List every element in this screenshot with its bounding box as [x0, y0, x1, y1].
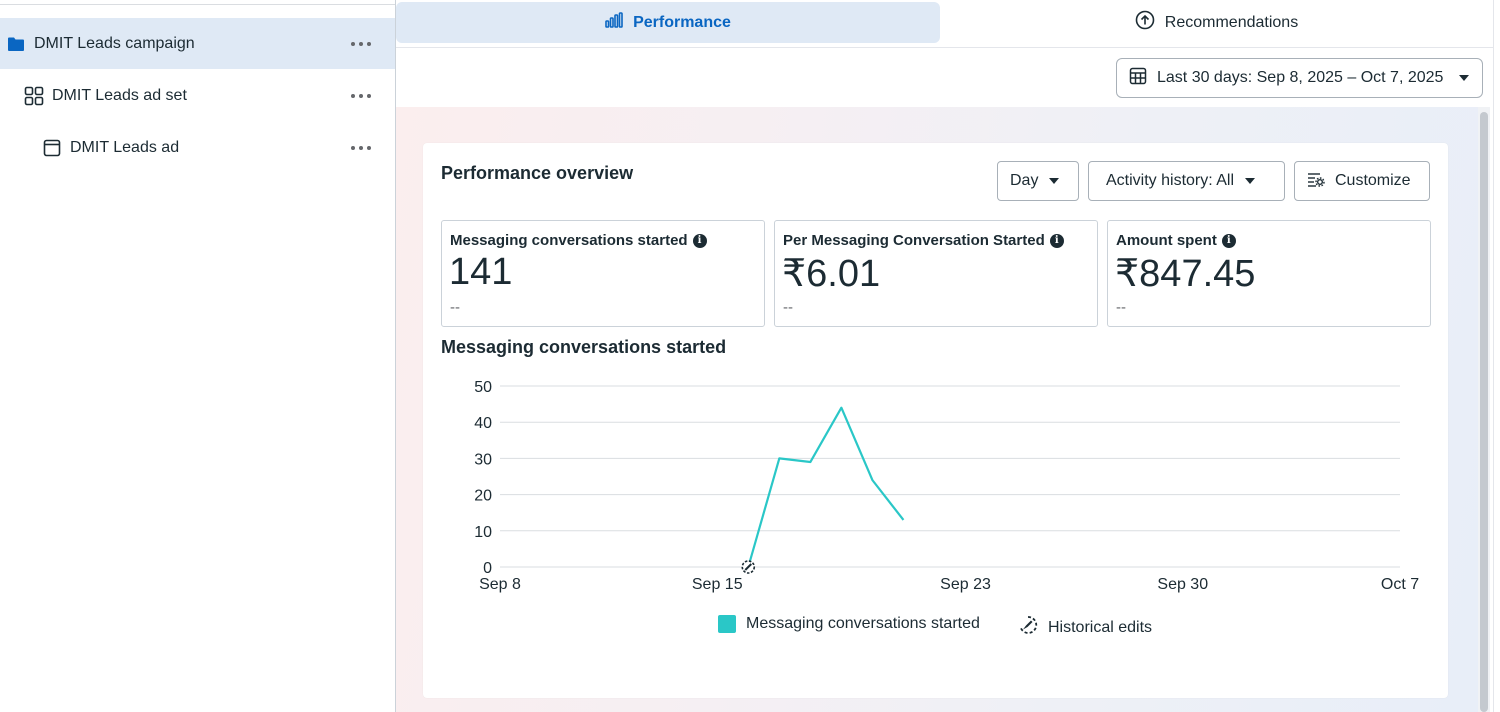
performance-overview-card: Performance overview Day Activity histor… — [423, 143, 1448, 698]
metric-value: ₹6.01 — [782, 253, 881, 295]
bar-chart-icon — [605, 12, 623, 33]
customize-button[interactable]: Customize — [1294, 161, 1430, 201]
tree-item-label: DMIT Leads ad — [70, 138, 180, 156]
arrow-up-circle-icon — [1135, 10, 1155, 35]
legend-label: Historical edits — [1048, 618, 1153, 636]
tree-item-label: DMIT Leads campaign — [34, 34, 195, 52]
metric-label: Amount spent — [1116, 232, 1217, 249]
x-tick-label: Oct 7 — [1381, 576, 1419, 593]
chart-legend: Messaging conversations started Historic… — [423, 615, 1448, 639]
tree-item-ad[interactable]: DMIT Leads ad — [0, 122, 395, 173]
y-tick-label: 0 — [483, 560, 492, 577]
customize-label: Customize — [1335, 172, 1411, 189]
tab-label: Recommendations — [1164, 13, 1299, 31]
activity-history-dropdown[interactable]: Activity history: All — [1088, 161, 1285, 201]
x-tick-label: Sep 30 — [1157, 576, 1208, 593]
y-tick-label: 30 — [474, 451, 492, 468]
tab-recommendations[interactable]: Recommendations — [940, 2, 1493, 43]
card-title: Performance overview — [441, 163, 634, 183]
metric-comparison: -- — [783, 299, 793, 316]
grid-icon — [24, 86, 44, 106]
series-line — [747, 406, 905, 568]
scrollbar-thumb[interactable] — [1480, 112, 1488, 712]
chevron-down-icon — [1244, 172, 1256, 190]
metric-card-conversations[interactable]: Messaging conversations started i 141 -- — [441, 220, 765, 327]
tree-item-label: DMIT Leads ad set — [52, 86, 187, 104]
metric-label-row: Messaging conversations started i — [450, 232, 707, 249]
metric-comparison: -- — [1116, 299, 1126, 316]
x-tick-label: Sep 8 — [479, 576, 521, 593]
folder-icon — [6, 34, 26, 54]
activity-label: Activity history: All — [1106, 172, 1235, 189]
x-tick-label: Sep 23 — [940, 576, 991, 593]
legend-label: Messaging conversations started — [746, 615, 980, 632]
ad-frame-icon — [42, 138, 62, 158]
tree-item-campaign[interactable]: DMIT Leads campaign — [0, 18, 395, 69]
info-icon[interactable]: i — [1049, 233, 1064, 248]
metric-label: Messaging conversations started — [450, 232, 688, 249]
customize-icon — [1307, 171, 1325, 192]
date-range-picker[interactable]: Last 30 days: Sep 8, 2025 – Oct 7, 2025 — [1116, 58, 1483, 98]
y-tick-label: 40 — [474, 415, 492, 432]
y-tick-label: 20 — [474, 488, 492, 505]
metric-label: Per Messaging Conversation Started — [783, 232, 1045, 249]
tree-item-ad-set[interactable]: DMIT Leads ad set — [0, 70, 395, 121]
historical-edit-pencil — [744, 563, 752, 571]
metric-card-cost-per-conversation[interactable]: Per Messaging Conversation Started i ₹6.0… — [774, 220, 1098, 327]
more-options-icon[interactable] — [351, 39, 371, 49]
info-icon[interactable]: i — [692, 233, 707, 248]
metric-comparison: -- — [450, 299, 460, 316]
more-options-icon[interactable] — [351, 91, 371, 101]
metric-label-row: Per Messaging Conversation Started i — [783, 232, 1064, 249]
date-range-label: Last 30 days: Sep 8, 2025 – Oct 7, 2025 — [1157, 69, 1444, 86]
more-options-icon[interactable] — [351, 143, 371, 153]
y-tick-label: 10 — [474, 524, 492, 541]
metric-value: 141 — [449, 251, 513, 293]
chevron-down-icon — [1048, 172, 1060, 190]
metric-value: ₹847.45 — [1115, 253, 1256, 295]
x-tick-label: Sep 15 — [692, 576, 743, 593]
tab-bar: Performance Recommendations — [396, 0, 1493, 48]
info-icon[interactable]: i — [1221, 233, 1236, 248]
calendar-icon — [1129, 67, 1147, 90]
y-tick-label: 50 — [474, 379, 492, 396]
metric-label-row: Amount spent i — [1116, 232, 1236, 249]
metric-card-amount-spent[interactable]: Amount spent i ₹847.45 -- — [1107, 220, 1431, 327]
tab-performance[interactable]: Performance — [396, 2, 940, 43]
content-scrollbar[interactable] — [1478, 107, 1490, 712]
legend-item-historical-edits[interactable]: Historical edits — [1018, 615, 1152, 640]
chart-title: Messaging conversations started — [441, 337, 727, 357]
legend-swatch — [718, 615, 736, 633]
page-scrollbar[interactable] — [1493, 0, 1500, 712]
tab-label: Performance — [633, 13, 731, 31]
campaign-tree: DMIT Leads campaign DMIT Leads ad set DM… — [0, 0, 396, 712]
day-dropdown[interactable]: Day — [997, 161, 1079, 201]
main-panel: Performance Recommendations Last 30 days… — [396, 0, 1500, 712]
chevron-down-icon — [1458, 69, 1470, 87]
legend-item-series[interactable]: Messaging conversations started — [718, 615, 980, 633]
line-chart: 0 10 20 30 40 50 Sep 8 Sep 15 Sep 23 Sep 30 Oct 7 — [474, 379, 1419, 593]
divider — [0, 4, 395, 5]
historical-edit-icon — [1018, 615, 1038, 640]
day-label: Day — [1010, 172, 1039, 189]
